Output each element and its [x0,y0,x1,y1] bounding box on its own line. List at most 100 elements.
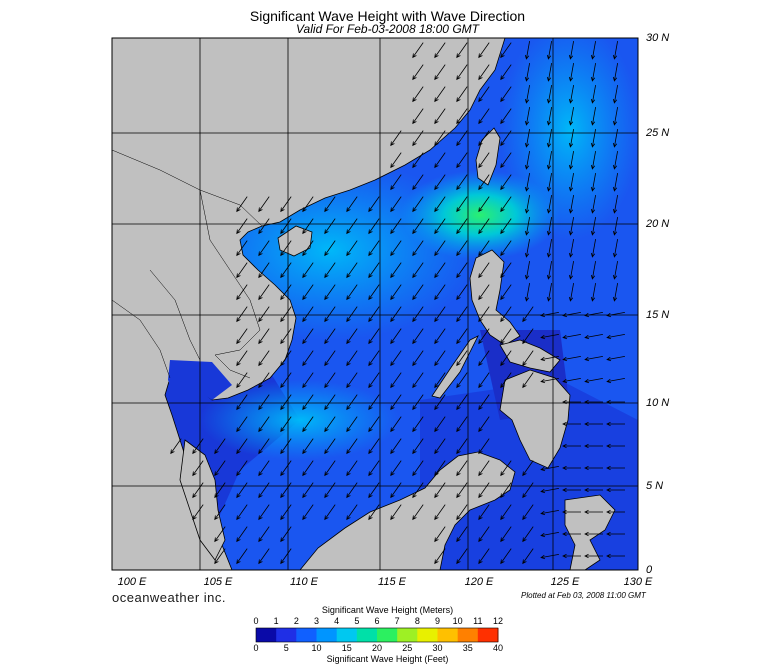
wave-arrow [258,218,270,235]
wave-arrow [546,107,552,126]
wave-arrow [412,152,424,169]
legend-color-swatch [256,628,277,642]
wave-arrow [258,416,270,433]
wave-arrow [368,306,380,323]
wave-arrow [434,416,446,433]
wave-arrow [606,531,625,537]
legend-meter-tick: 1 [273,616,279,626]
wave-arrow [568,261,574,280]
wave-arrow [368,460,380,477]
legend-color-swatch [397,628,418,642]
legend-meter-tick: 8 [414,616,420,626]
wave-arrow [434,482,446,499]
land-masses [112,38,616,570]
wave-arrow [434,306,446,323]
wave-arrow [562,421,581,427]
wave-arrow [302,372,314,389]
wave-arrow [236,240,248,257]
wave-arrow [368,438,380,455]
wave-arrow [324,438,336,455]
lon-label: 130 E [623,576,653,588]
map-area [112,38,638,570]
wave-arrow [500,218,512,235]
wave-arrow [612,261,618,280]
map-title: Significant Wave Height with Wave Direct… [249,8,526,24]
wave-arrow [478,174,490,191]
wave-arrow [562,443,581,449]
wave-arrow [456,130,468,147]
wave-arrow [584,378,603,384]
wave-arrow [412,240,424,257]
wave-arrow [434,218,446,235]
wave-arrow [478,526,490,543]
wave-arrow [500,130,512,147]
wave-arrow [236,548,248,565]
wave-arrow [214,482,226,499]
wave-arrow [258,394,270,411]
wave-arrow [236,526,248,543]
wave-arrow [456,64,468,81]
wave-arrow [280,394,292,411]
wave-arrow [456,262,468,279]
wave-arrow [346,196,358,213]
wave-arrow [258,438,270,455]
wave-arrow [324,284,336,301]
wave-arrow [478,152,490,169]
wave-arrow [434,350,446,367]
wave-arrow [524,151,530,170]
wave-arrow [606,334,625,340]
wave-arrow [568,85,574,104]
wave-arrow [368,328,380,345]
wave-arrow [258,284,270,301]
wave-arrow [390,218,402,235]
wave-arrow [590,239,596,258]
wave-arrow [214,548,226,565]
wave-arrow [562,312,581,318]
wave-arrow [434,196,446,213]
legend-feet-tick: 15 [341,643,352,653]
wave-arrow [324,218,336,235]
wave-arrow [390,460,402,477]
wave-arrow [456,482,468,499]
wave-arrow [192,504,204,521]
legend-feet-tick: 5 [283,643,289,653]
wave-arrow [236,460,248,477]
wave-arrow [562,487,581,493]
wave-arrow [524,63,530,82]
wave-arrow [302,218,314,235]
wave-arrow [500,372,512,389]
wave-arrow [346,438,358,455]
legend-feet-tick: 40 [492,643,503,653]
legend-feet-tick: 20 [371,643,382,653]
wave-arrow [568,239,574,258]
wave-arrow [540,378,559,384]
wave-arrow [584,356,603,362]
wave-arrow [434,108,446,125]
wave-arrow [500,504,512,521]
wave-arrow [500,174,512,191]
wave-arrow [280,416,292,433]
wave-arrow [612,195,618,214]
wave-arrow [456,306,468,323]
wave-arrow [500,42,512,59]
legend-meter-tick: 12 [492,616,503,626]
wave-arrow [346,460,358,477]
wave-arrow [302,350,314,367]
wave-arrow [236,218,248,235]
wave-arrow [214,526,226,543]
legend-feet-tick: 0 [253,643,259,653]
wave-arrow [478,350,490,367]
wave-arrow [584,399,603,405]
wave-arrow [412,64,424,81]
wave-arrow [346,504,358,521]
wave-arrow [412,196,424,213]
wave-arrow [324,262,336,279]
wave-arrow [368,218,380,235]
wave-arrow [500,284,512,301]
wave-arrow [324,328,336,345]
wave-arrow [258,526,270,543]
wave-arrow [324,350,336,367]
wave-arrow [258,262,270,279]
wave-arrow [562,553,581,559]
brand-logo-text: oceanweather inc. [112,590,227,605]
